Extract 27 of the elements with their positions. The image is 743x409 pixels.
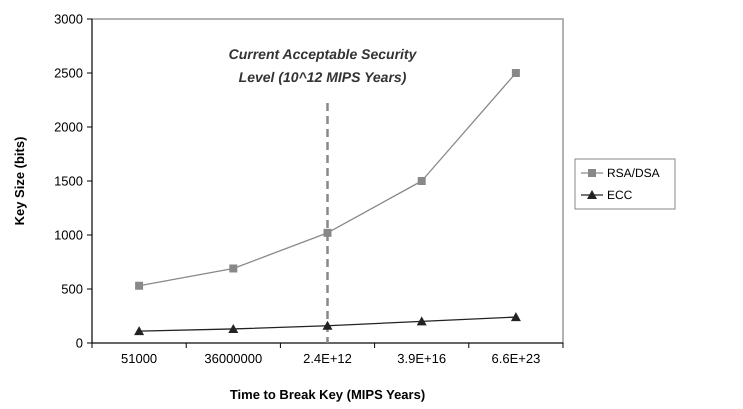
point: [324, 228, 332, 237]
point: [229, 264, 238, 272]
legend-label: ECC: [607, 188, 633, 202]
point: [228, 324, 238, 333]
legend-label: RSA/DSA: [607, 166, 660, 180]
y-tick-label: 2000: [54, 120, 83, 135]
y-axis-title: Key Size (bits): [12, 136, 27, 226]
x-tick-label: 51000: [121, 351, 158, 366]
ref-line-label: Current Acceptable Security Level (10^12 MIPS Years): [228, 46, 418, 85]
point: [510, 312, 521, 322]
y-tick-label: 1500: [54, 174, 83, 189]
y-tick-label: 3000: [54, 12, 83, 27]
point: [322, 320, 332, 330]
x-tick-label: 3.9E+16: [397, 351, 446, 366]
y-tick-label: 0: [76, 336, 83, 351]
x-axis-title: Time to Break Key (MIPS Years): [230, 387, 426, 402]
y-tick-label: 2500: [54, 66, 83, 81]
point: [134, 326, 144, 336]
y-tick-label: 500: [61, 282, 83, 297]
point: [512, 69, 520, 77]
y-tick-label: 1000: [54, 228, 83, 243]
x-tick-label: 2.4E+12: [303, 351, 352, 366]
x-tick-label: 36000000: [204, 351, 262, 366]
point: [416, 316, 427, 326]
x-tick-label: 6.6E+23: [492, 351, 540, 366]
point: [135, 282, 144, 290]
point: [418, 177, 426, 185]
